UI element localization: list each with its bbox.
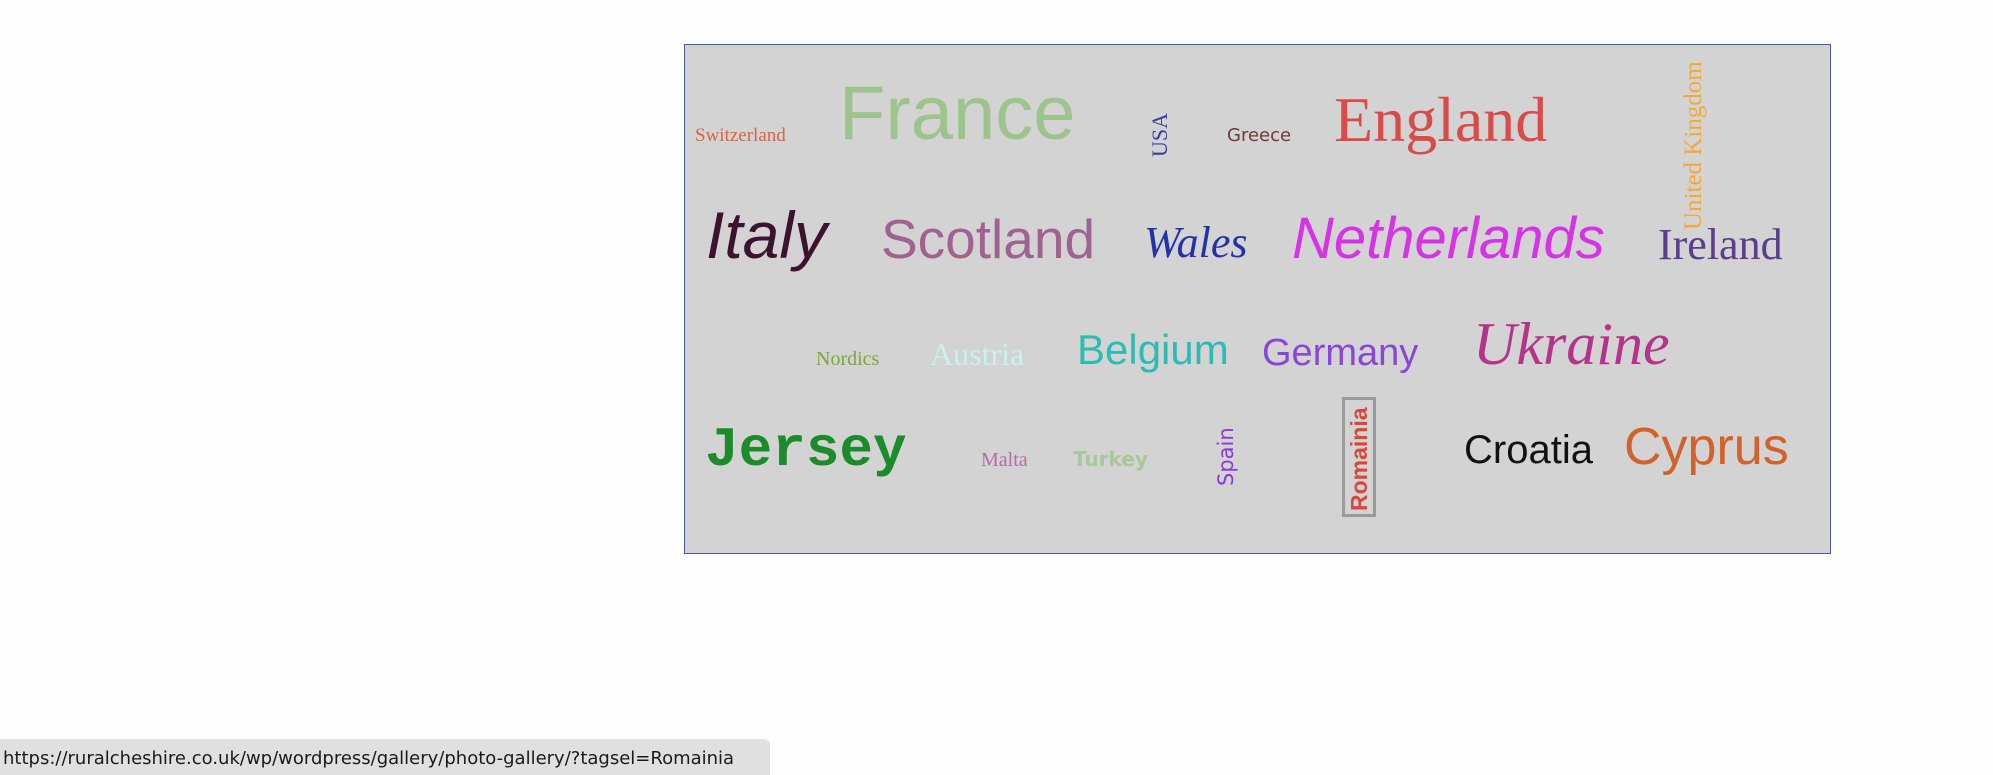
tag-spain[interactable]: Spain	[1214, 427, 1238, 486]
tag-germany[interactable]: Germany	[1262, 332, 1419, 374]
tag-italy[interactable]: Italy	[706, 198, 828, 272]
tag-united-kingdom[interactable]: United Kingdom	[1680, 61, 1707, 230]
tag-nordics[interactable]: Nordics	[816, 348, 880, 370]
tag-belgium[interactable]: Belgium	[1077, 326, 1229, 373]
tag-england[interactable]: England	[1334, 84, 1548, 155]
tag-turkey[interactable]: Turkey	[1073, 447, 1148, 471]
tag-france[interactable]: France	[839, 71, 1076, 156]
tag-netherlands[interactable]: Netherlands	[1292, 206, 1605, 271]
status-bar-link-preview: https://ruralcheshire.co.uk/wp/wordpress…	[0, 739, 770, 775]
tag-greece[interactable]: Greece	[1227, 125, 1292, 146]
tag-wales[interactable]: Wales	[1144, 218, 1248, 267]
tag-switzerland[interactable]: Switzerland	[695, 125, 786, 146]
tag-cyprus[interactable]: Cyprus	[1624, 418, 1789, 476]
tag-croatia[interactable]: Croatia	[1464, 428, 1593, 472]
hovered-tag-outline	[1342, 397, 1376, 517]
tag-cloud	[684, 44, 1831, 554]
tag-scotland[interactable]: Scotland	[881, 208, 1096, 270]
tag-ireland[interactable]: Ireland	[1658, 220, 1783, 269]
tag-jersey[interactable]: Jersey	[705, 418, 907, 482]
tag-usa[interactable]: USA	[1147, 112, 1172, 157]
tag-austria[interactable]: Austria	[930, 336, 1025, 372]
tag-romainia[interactable]: Romainia	[1346, 407, 1372, 511]
tag-malta[interactable]: Malta	[981, 449, 1028, 471]
tag-ukraine[interactable]: Ukraine	[1473, 311, 1670, 377]
